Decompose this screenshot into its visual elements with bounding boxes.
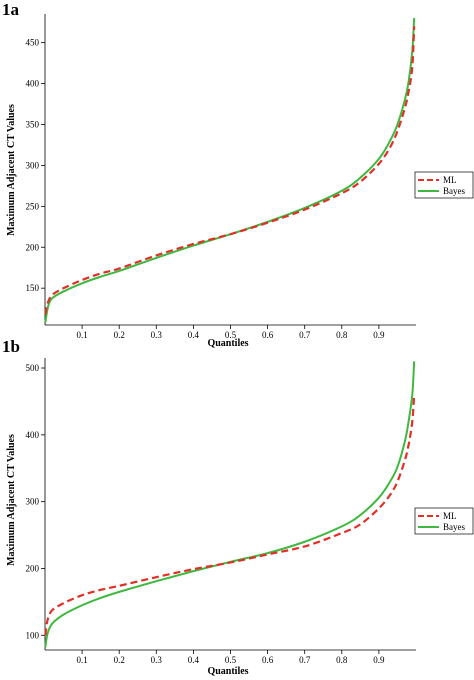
x-tick-label: 0.6 bbox=[262, 655, 274, 665]
x-tick-label: 0.2 bbox=[114, 655, 125, 665]
y-tick-label: 300 bbox=[26, 497, 40, 507]
x-tick-label: 0.8 bbox=[336, 330, 348, 340]
legend-label-bayes: Bayes bbox=[443, 522, 465, 532]
x-tick-label: 0.1 bbox=[76, 655, 87, 665]
x-axis-title: Quantiles bbox=[207, 338, 248, 349]
series-line-bayes bbox=[44, 361, 416, 648]
x-axis-title: Quantiles bbox=[207, 666, 248, 677]
x-tick-label: 0.4 bbox=[188, 655, 200, 665]
y-tick-label: 250 bbox=[26, 201, 40, 211]
legend-box bbox=[414, 507, 474, 535]
panel-label: 1b bbox=[2, 337, 20, 356]
legend-box bbox=[414, 171, 474, 199]
x-tick-label: 0.7 bbox=[299, 330, 311, 340]
series-line-ml bbox=[44, 394, 416, 636]
y-tick-label: 200 bbox=[26, 563, 40, 573]
x-tick-label: 0.1 bbox=[76, 330, 87, 340]
series-line-ml bbox=[44, 26, 416, 315]
legend-label-bayes: Bayes bbox=[443, 186, 465, 196]
x-tick-label: 0.9 bbox=[373, 655, 385, 665]
x-tick-label: 0.3 bbox=[151, 655, 163, 665]
x-tick-label: 0.3 bbox=[151, 330, 163, 340]
x-tick-label: 0.8 bbox=[336, 655, 348, 665]
x-tick-label: 0.2 bbox=[114, 330, 125, 340]
panel-label: 1a bbox=[2, 0, 20, 19]
legend-label-ml: ML bbox=[443, 511, 457, 521]
y-axis-title: Maximum Adjacent CT Values bbox=[6, 434, 17, 566]
y-tick-label: 150 bbox=[26, 283, 40, 293]
chart-panel-1a: 1a 0.1 0.2 0.3 0.4 0.5 0.6 0.7 0.8 0.9 150 200 250 30… bbox=[2, 0, 474, 349]
x-tick-label: 0.7 bbox=[299, 655, 311, 665]
x-tick-label: 0.5 bbox=[225, 655, 237, 665]
x-tick-label: 0.5 bbox=[225, 330, 237, 340]
x-tick-label: 0.6 bbox=[262, 330, 274, 340]
y-tick-label: 400 bbox=[26, 79, 40, 89]
x-tick-label: 0.9 bbox=[373, 330, 385, 340]
chart-panel-1b: 1b 0.1 0.2 0.3 0.4 0.5 0.6 0.7 0.8 0.9 100 200 300 40… bbox=[2, 337, 474, 677]
y-axis-title: Maximum Adjacent CT Values bbox=[6, 104, 17, 236]
legend-label-ml: ML bbox=[443, 175, 457, 185]
y-tick-label: 300 bbox=[26, 160, 40, 170]
y-tick-label: 100 bbox=[26, 630, 40, 640]
series-line-bayes bbox=[44, 18, 416, 323]
y-tick-label: 200 bbox=[26, 242, 40, 252]
x-tick-label: 0.4 bbox=[188, 330, 200, 340]
y-tick-label: 350 bbox=[26, 119, 40, 129]
y-tick-label: 400 bbox=[26, 430, 40, 440]
y-tick-label: 500 bbox=[26, 363, 40, 373]
y-tick-label: 450 bbox=[26, 38, 40, 48]
